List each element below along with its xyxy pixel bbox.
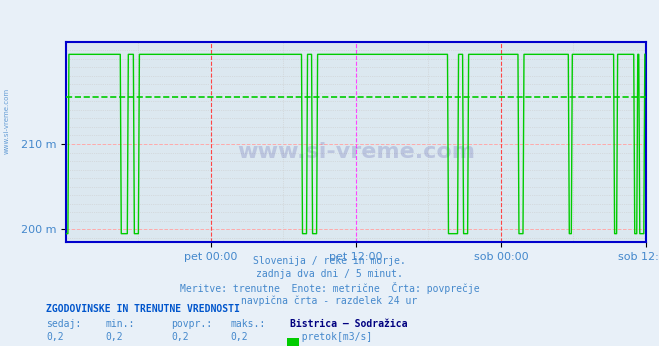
Text: 0,2: 0,2: [171, 332, 189, 342]
Text: 0,2: 0,2: [231, 332, 248, 342]
Text: Meritve: trenutne  Enote: metrične  Črta: povprečje: Meritve: trenutne Enote: metrične Črta: …: [180, 282, 479, 294]
Text: min.:: min.:: [105, 319, 135, 329]
Text: maks.:: maks.:: [231, 319, 266, 329]
Text: Slovenija / reke in morje.: Slovenija / reke in morje.: [253, 256, 406, 266]
Text: 0,2: 0,2: [105, 332, 123, 342]
Text: 0,2: 0,2: [46, 332, 64, 342]
Text: povpr.:: povpr.:: [171, 319, 212, 329]
Text: zadnja dva dni / 5 minut.: zadnja dva dni / 5 minut.: [256, 269, 403, 279]
Text: sedaj:: sedaj:: [46, 319, 81, 329]
Text: ZGODOVINSKE IN TRENUTNE VREDNOSTI: ZGODOVINSKE IN TRENUTNE VREDNOSTI: [46, 304, 240, 315]
Text: pretok[m3/s]: pretok[m3/s]: [290, 332, 372, 342]
Text: www.si-vreme.com: www.si-vreme.com: [3, 88, 10, 154]
Text: www.si-vreme.com: www.si-vreme.com: [237, 142, 475, 162]
Text: navpična črta - razdelek 24 ur: navpična črta - razdelek 24 ur: [241, 295, 418, 306]
Text: Bistrica – Sodražica: Bistrica – Sodražica: [290, 319, 407, 329]
